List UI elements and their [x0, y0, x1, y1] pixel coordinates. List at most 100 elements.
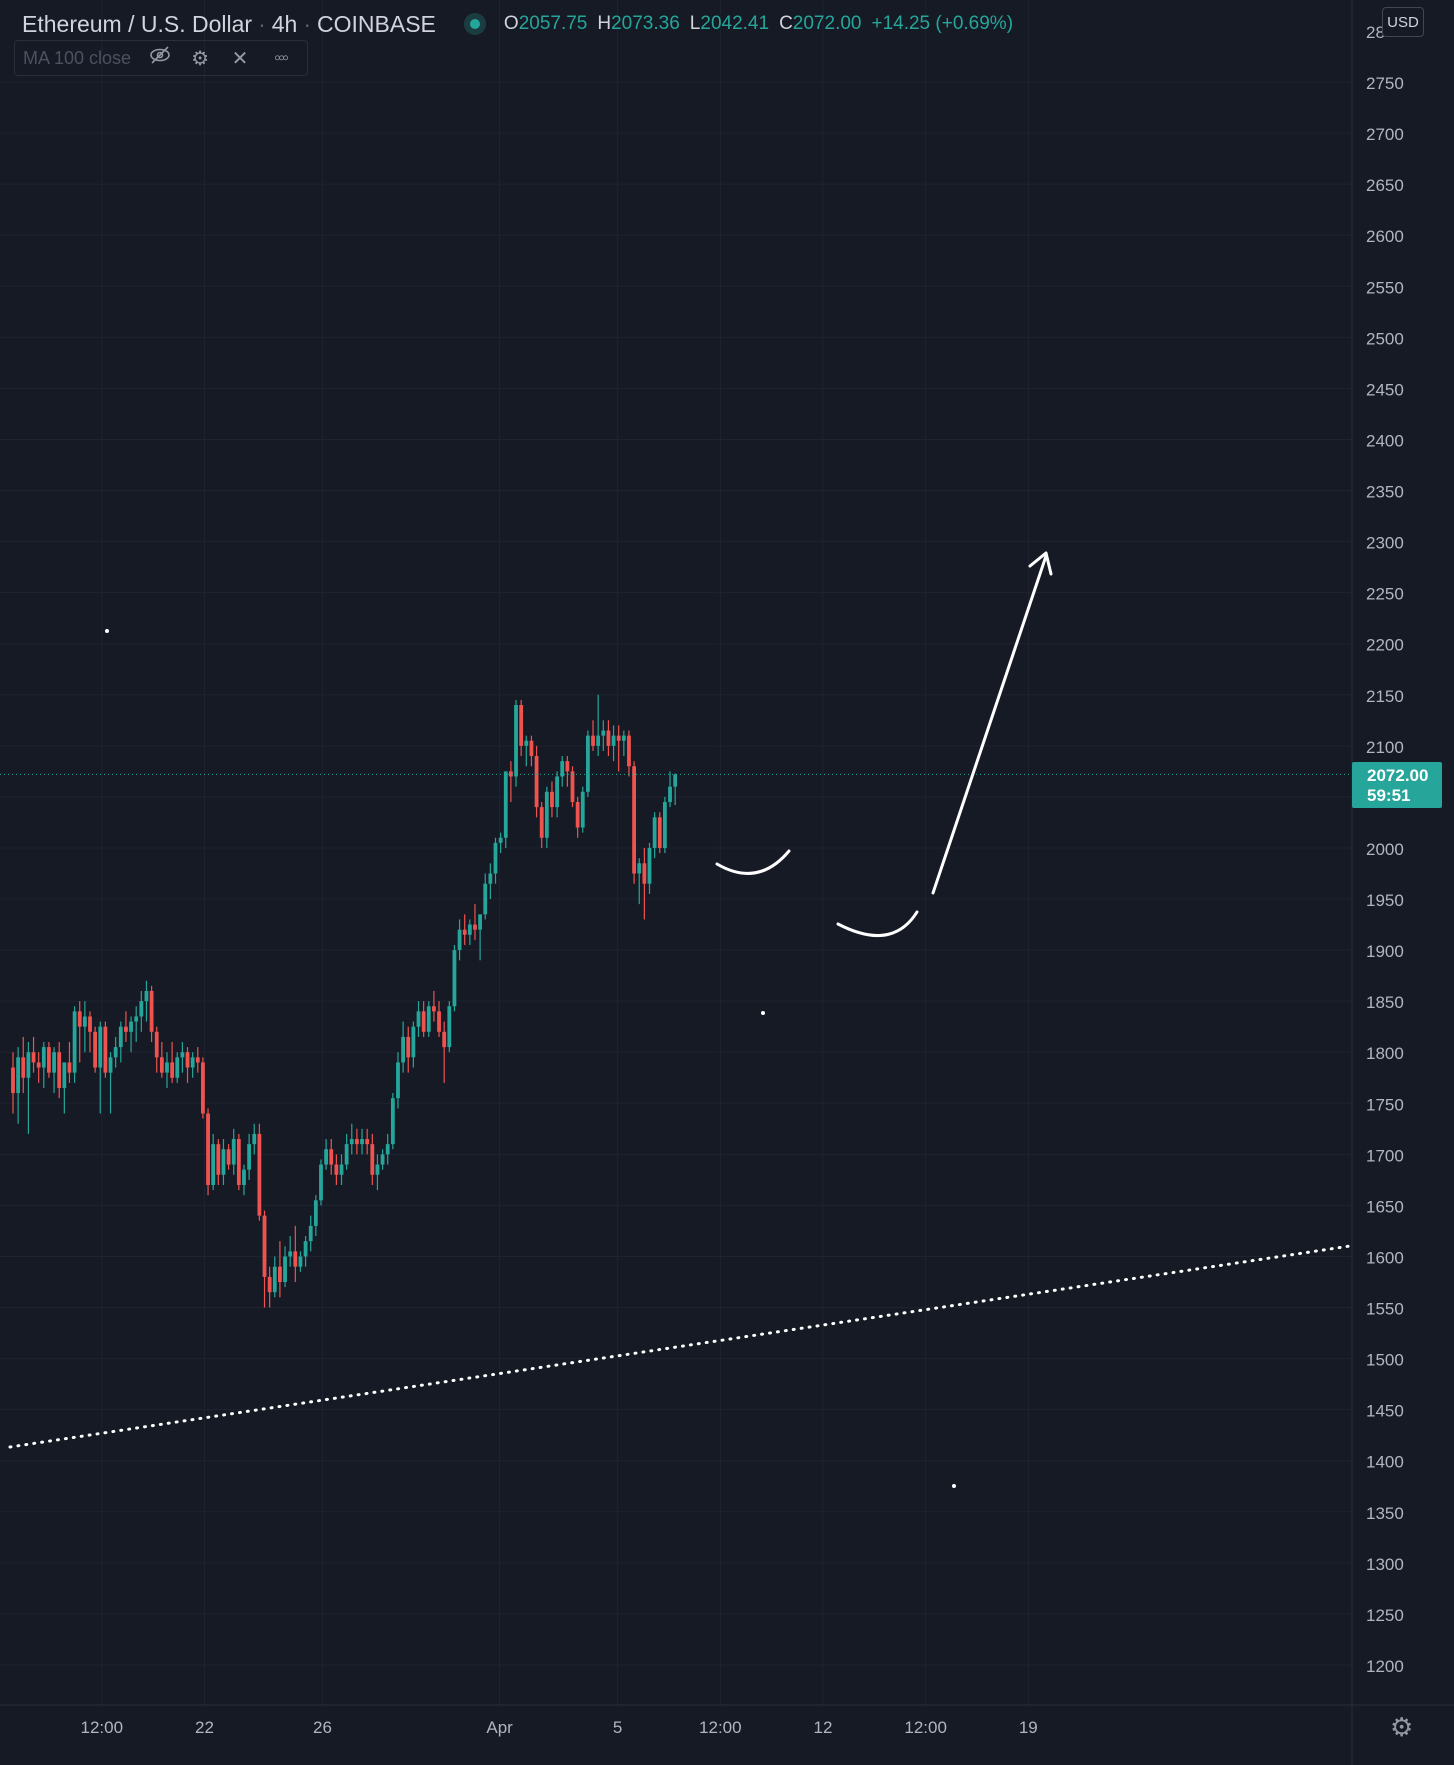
stray-dot — [952, 1484, 956, 1488]
interval-label[interactable]: 4h — [271, 10, 298, 37]
candle-body — [165, 1062, 169, 1073]
bowl-curve-right[interactable] — [836, 910, 919, 938]
candle-body — [206, 1113, 210, 1185]
open-value: 2057.75 — [518, 13, 588, 34]
indicator-legend[interactable]: MA 100 close ⚙ ✕ ◦◦◦ — [14, 40, 308, 76]
candle-body — [365, 1139, 370, 1145]
y-tick-label: 2750 — [1366, 74, 1404, 93]
candle-body — [529, 740, 534, 757]
y-tick-label: 1500 — [1366, 1351, 1404, 1370]
candle-body — [334, 1164, 339, 1175]
close-icon[interactable]: ✕ — [231, 47, 249, 70]
candle-body — [283, 1256, 287, 1283]
x-tick-label: Apr — [486, 1718, 513, 1737]
candle-body — [442, 1031, 447, 1048]
exchange-label: COINBASE — [317, 10, 436, 37]
candle-body — [380, 1154, 385, 1165]
candle-body — [88, 1016, 92, 1032]
candle-body — [226, 1149, 231, 1165]
candle-body — [242, 1169, 246, 1185]
y-tick-label: 2400 — [1366, 431, 1404, 450]
user-drawings[interactable] — [8, 551, 1352, 1488]
candle-body — [416, 1011, 421, 1027]
y-tick-label: 1450 — [1366, 1402, 1404, 1421]
candle-body — [493, 842, 498, 874]
candle-body — [385, 1144, 390, 1155]
up-arrow-head[interactable] — [1028, 551, 1053, 576]
y-tick-label: 2450 — [1366, 380, 1404, 399]
candles — [0, 694, 1352, 1308]
eye-off-icon[interactable] — [149, 44, 171, 72]
candle-body — [93, 1031, 98, 1068]
bowl-curve-left[interactable] — [715, 849, 791, 875]
candle-body — [467, 924, 472, 935]
candle-body — [421, 1011, 426, 1032]
y-tick-label: 2550 — [1366, 278, 1404, 297]
candle-body — [262, 1215, 267, 1277]
candle-body — [324, 1149, 329, 1165]
candle-body — [432, 1006, 436, 1012]
currency-button[interactable]: USD — [1382, 7, 1424, 37]
candle-body — [154, 1031, 159, 1058]
candle-body — [570, 771, 575, 803]
y-tick-label: 2500 — [1366, 329, 1404, 348]
up-arrow-shaft[interactable] — [931, 554, 1048, 895]
candle-body — [77, 1011, 82, 1027]
ohlc-legend: O2057.75 H2073.36 L2042.41 C2072.00 +14.… — [504, 13, 1013, 35]
candle-body — [67, 1062, 72, 1073]
candle-body — [267, 1276, 272, 1293]
y-tick-label: 1800 — [1366, 1044, 1404, 1063]
candle-body — [288, 1251, 293, 1257]
candle-body — [503, 771, 508, 838]
candle-body — [62, 1062, 67, 1088]
candle-body — [308, 1225, 313, 1242]
candle-body — [82, 1016, 87, 1027]
candle-body — [565, 761, 570, 772]
candle-body — [52, 1052, 56, 1073]
candle-body — [57, 1052, 62, 1088]
candle-body — [657, 817, 662, 848]
y-tick-label: 2150 — [1366, 687, 1404, 706]
candle-body — [483, 883, 488, 915]
stray-dot — [105, 629, 109, 633]
more-icon[interactable]: ◦◦◦ — [273, 46, 289, 69]
x-tick-label: 12:00 — [81, 1718, 124, 1737]
gear-icon[interactable]: ⚙ — [191, 47, 210, 70]
low-value: 2042.41 — [700, 13, 770, 34]
y-tick-label: 1750 — [1366, 1095, 1404, 1114]
y-tick-label: 1400 — [1366, 1453, 1404, 1472]
y-tick-label: 2100 — [1366, 738, 1404, 757]
candle-body — [231, 1139, 236, 1165]
high-value: 2073.36 — [611, 13, 680, 34]
candle-body — [632, 766, 636, 874]
x-tick-label: 26 — [313, 1718, 332, 1737]
candle-body — [170, 1062, 175, 1078]
candle-body — [118, 1026, 123, 1048]
chart-settings-icon[interactable]: ⚙ — [1390, 1712, 1414, 1742]
candle-body — [498, 837, 503, 843]
x-tick-label: 12:00 — [904, 1718, 947, 1737]
market-status-icon[interactable] — [463, 13, 486, 35]
candle-body — [11, 1067, 15, 1094]
candle-body — [252, 1133, 257, 1145]
chart-header: Ethereum / U.S. Dollar · 4h · COINBASE O… — [22, 8, 1013, 40]
candle-body — [26, 1052, 31, 1078]
time-axis[interactable]: 12:00 22 26 Apr 5 12:00 12 12:00 19 — [81, 1718, 1038, 1737]
candle-body — [159, 1057, 164, 1073]
candle-body — [329, 1149, 334, 1165]
symbol-name[interactable]: Ethereum / U.S. Dollar — [22, 10, 253, 37]
candle-body — [611, 735, 616, 746]
indicator-label: MA 100 close — [23, 47, 132, 68]
candle-body — [344, 1144, 349, 1165]
candle-body — [303, 1241, 308, 1257]
y-tick-label: 1350 — [1366, 1504, 1404, 1523]
candle-body — [606, 730, 611, 746]
price-axis[interactable]: 1200 1250 1300 1350 1400 1450 1500 1550 1600 1650… — [1366, 23, 1404, 1676]
candle-body — [411, 1026, 416, 1058]
dotted-trendline[interactable] — [8, 1244, 1352, 1449]
y-tick-label: 2300 — [1366, 534, 1404, 553]
separator-dot: · — [258, 10, 266, 37]
candle-body — [668, 786, 672, 803]
